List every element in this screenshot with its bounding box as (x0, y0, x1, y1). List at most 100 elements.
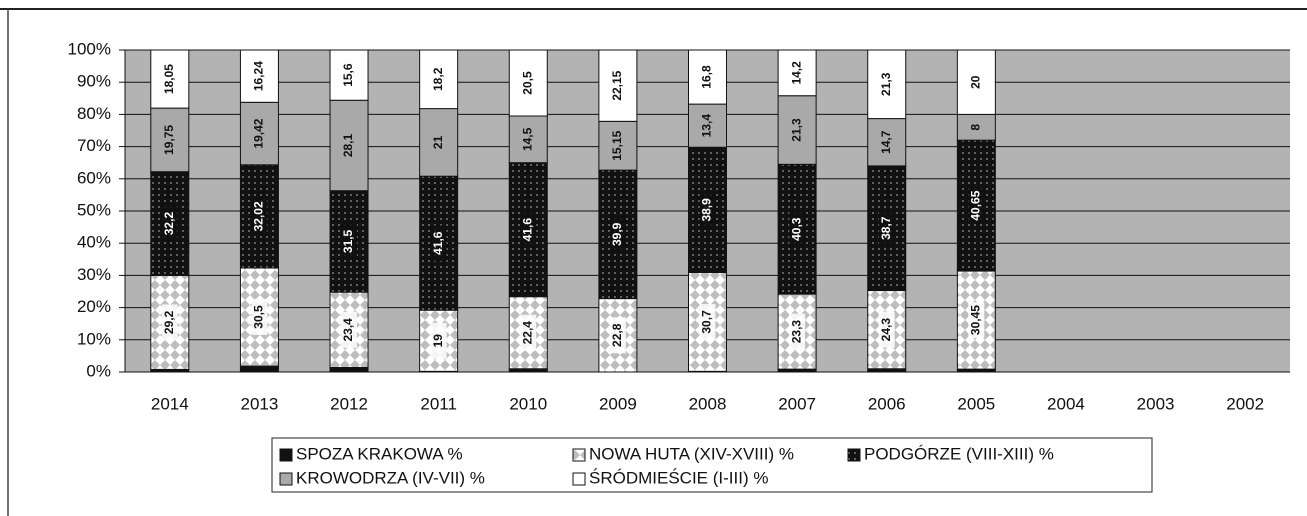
value-label: 19,42 (252, 118, 266, 148)
value-label: 20,5 (520, 71, 534, 95)
value-label: 19,75 (162, 125, 176, 155)
legend-swatch (572, 472, 586, 486)
value-label: 24,3 (879, 318, 893, 342)
value-label: 16,8 (700, 65, 714, 89)
x-tick-label: 2003 (1137, 394, 1175, 413)
value-label: 21,3 (789, 118, 803, 142)
y-tick-label: 100% (68, 39, 111, 58)
bar-segment (150, 107, 190, 173)
x-tick-label: 2013 (241, 394, 279, 413)
legend-label: KROWODRZA (IV-VII) % (296, 468, 485, 487)
bar-segment (419, 49, 459, 110)
value-label: 16,24 (252, 61, 266, 91)
value-label: 31,5 (341, 229, 355, 253)
label-bg (789, 211, 806, 248)
label-bg (430, 225, 447, 262)
label-bg (699, 191, 716, 228)
value-label: 15,6 (341, 63, 355, 87)
label-bg (251, 299, 268, 336)
label-bg (968, 187, 985, 224)
value-label: 21 (431, 135, 445, 149)
value-label: 39,9 (610, 222, 624, 246)
value-label: 19 (431, 334, 445, 348)
y-tick-label: 30% (77, 265, 111, 284)
x-tick-label: 2004 (1047, 394, 1085, 413)
legend-label: NOWA HUTA (XIV-XVIII) % (589, 444, 794, 463)
value-label: 15,15 (610, 130, 624, 160)
label-bg (341, 223, 358, 260)
label-bg (699, 303, 716, 340)
value-label: 14,5 (520, 127, 534, 151)
x-tick-label: 2009 (599, 394, 637, 413)
value-label: 40,65 (969, 190, 983, 220)
label-bg (878, 311, 895, 348)
bar-segment (956, 113, 996, 141)
value-label: 18,2 (431, 67, 445, 91)
value-label: 32,02 (252, 201, 266, 231)
value-label: 14,7 (879, 130, 893, 154)
bar-segment (867, 118, 907, 167)
bar-segment (419, 108, 459, 177)
x-tick-label: 2006 (868, 394, 906, 413)
label-bg (789, 313, 806, 350)
bar-segment (777, 95, 817, 165)
legend-label: PODGÓRZE (VIII-XIII) % (864, 444, 1054, 463)
label-bg (161, 304, 178, 341)
legend-label: ŚRÓDMIEŚCIE (I-III) % (589, 468, 768, 487)
label-bg (251, 198, 268, 235)
x-tick-label: 2010 (509, 394, 547, 413)
bar-segment (239, 101, 279, 166)
y-tick-label: 20% (77, 297, 111, 316)
value-label: 18,05 (162, 64, 176, 94)
bar-segment (329, 99, 369, 192)
label-bg (430, 322, 447, 359)
value-label: 38,9 (700, 198, 714, 222)
value-label: 40,3 (789, 217, 803, 241)
bar-segment (239, 49, 279, 103)
label-bg (968, 302, 985, 339)
legend-swatch (279, 472, 293, 486)
value-label: 13,4 (700, 114, 714, 138)
label-bg (609, 317, 626, 354)
value-label: 29,2 (162, 310, 176, 334)
y-tick-label: 10% (77, 329, 111, 348)
y-tick-label: 40% (77, 233, 111, 252)
value-label: 23,4 (341, 318, 355, 342)
label-bg (878, 210, 895, 247)
y-tick-label: 60% (77, 168, 111, 187)
value-label: 28,1 (341, 133, 355, 157)
legend-swatch (572, 448, 586, 462)
legend-label: SPOZA KRAKOWA % (296, 444, 463, 463)
label-bg (161, 205, 178, 242)
value-label: 14,2 (789, 61, 803, 85)
x-tick-label: 2007 (778, 394, 816, 413)
value-label: 20 (969, 75, 983, 89)
value-label: 30,45 (969, 305, 983, 335)
y-tick-label: 90% (77, 72, 111, 91)
value-label: 21,3 (879, 72, 893, 96)
y-tick-label: 70% (77, 136, 111, 155)
label-bg (609, 216, 626, 253)
x-tick-label: 2005 (957, 394, 995, 413)
x-tick-label: 2011 (420, 394, 457, 413)
label-bg (520, 211, 537, 248)
legend-swatch (847, 448, 861, 462)
bar-segment (508, 115, 548, 164)
bar-segment (956, 49, 996, 115)
bar-segment (239, 365, 279, 373)
value-label: 22,4 (520, 321, 534, 345)
value-label: 22,15 (610, 70, 624, 100)
value-label: 41,6 (520, 218, 534, 242)
value-label: 41,6 (431, 231, 445, 255)
value-label: 30,5 (252, 305, 266, 329)
legend-swatch (279, 448, 293, 462)
bar-segment (867, 49, 907, 120)
bar-segment (508, 49, 548, 117)
x-tick-label: 2012 (330, 394, 368, 413)
y-tick-label: 80% (77, 104, 111, 123)
bar-segment (329, 49, 369, 101)
y-tick-label: 0% (86, 361, 111, 380)
value-label: 38,7 (879, 216, 893, 240)
x-tick-label: 2014 (151, 394, 189, 413)
bar-segment (688, 49, 727, 105)
